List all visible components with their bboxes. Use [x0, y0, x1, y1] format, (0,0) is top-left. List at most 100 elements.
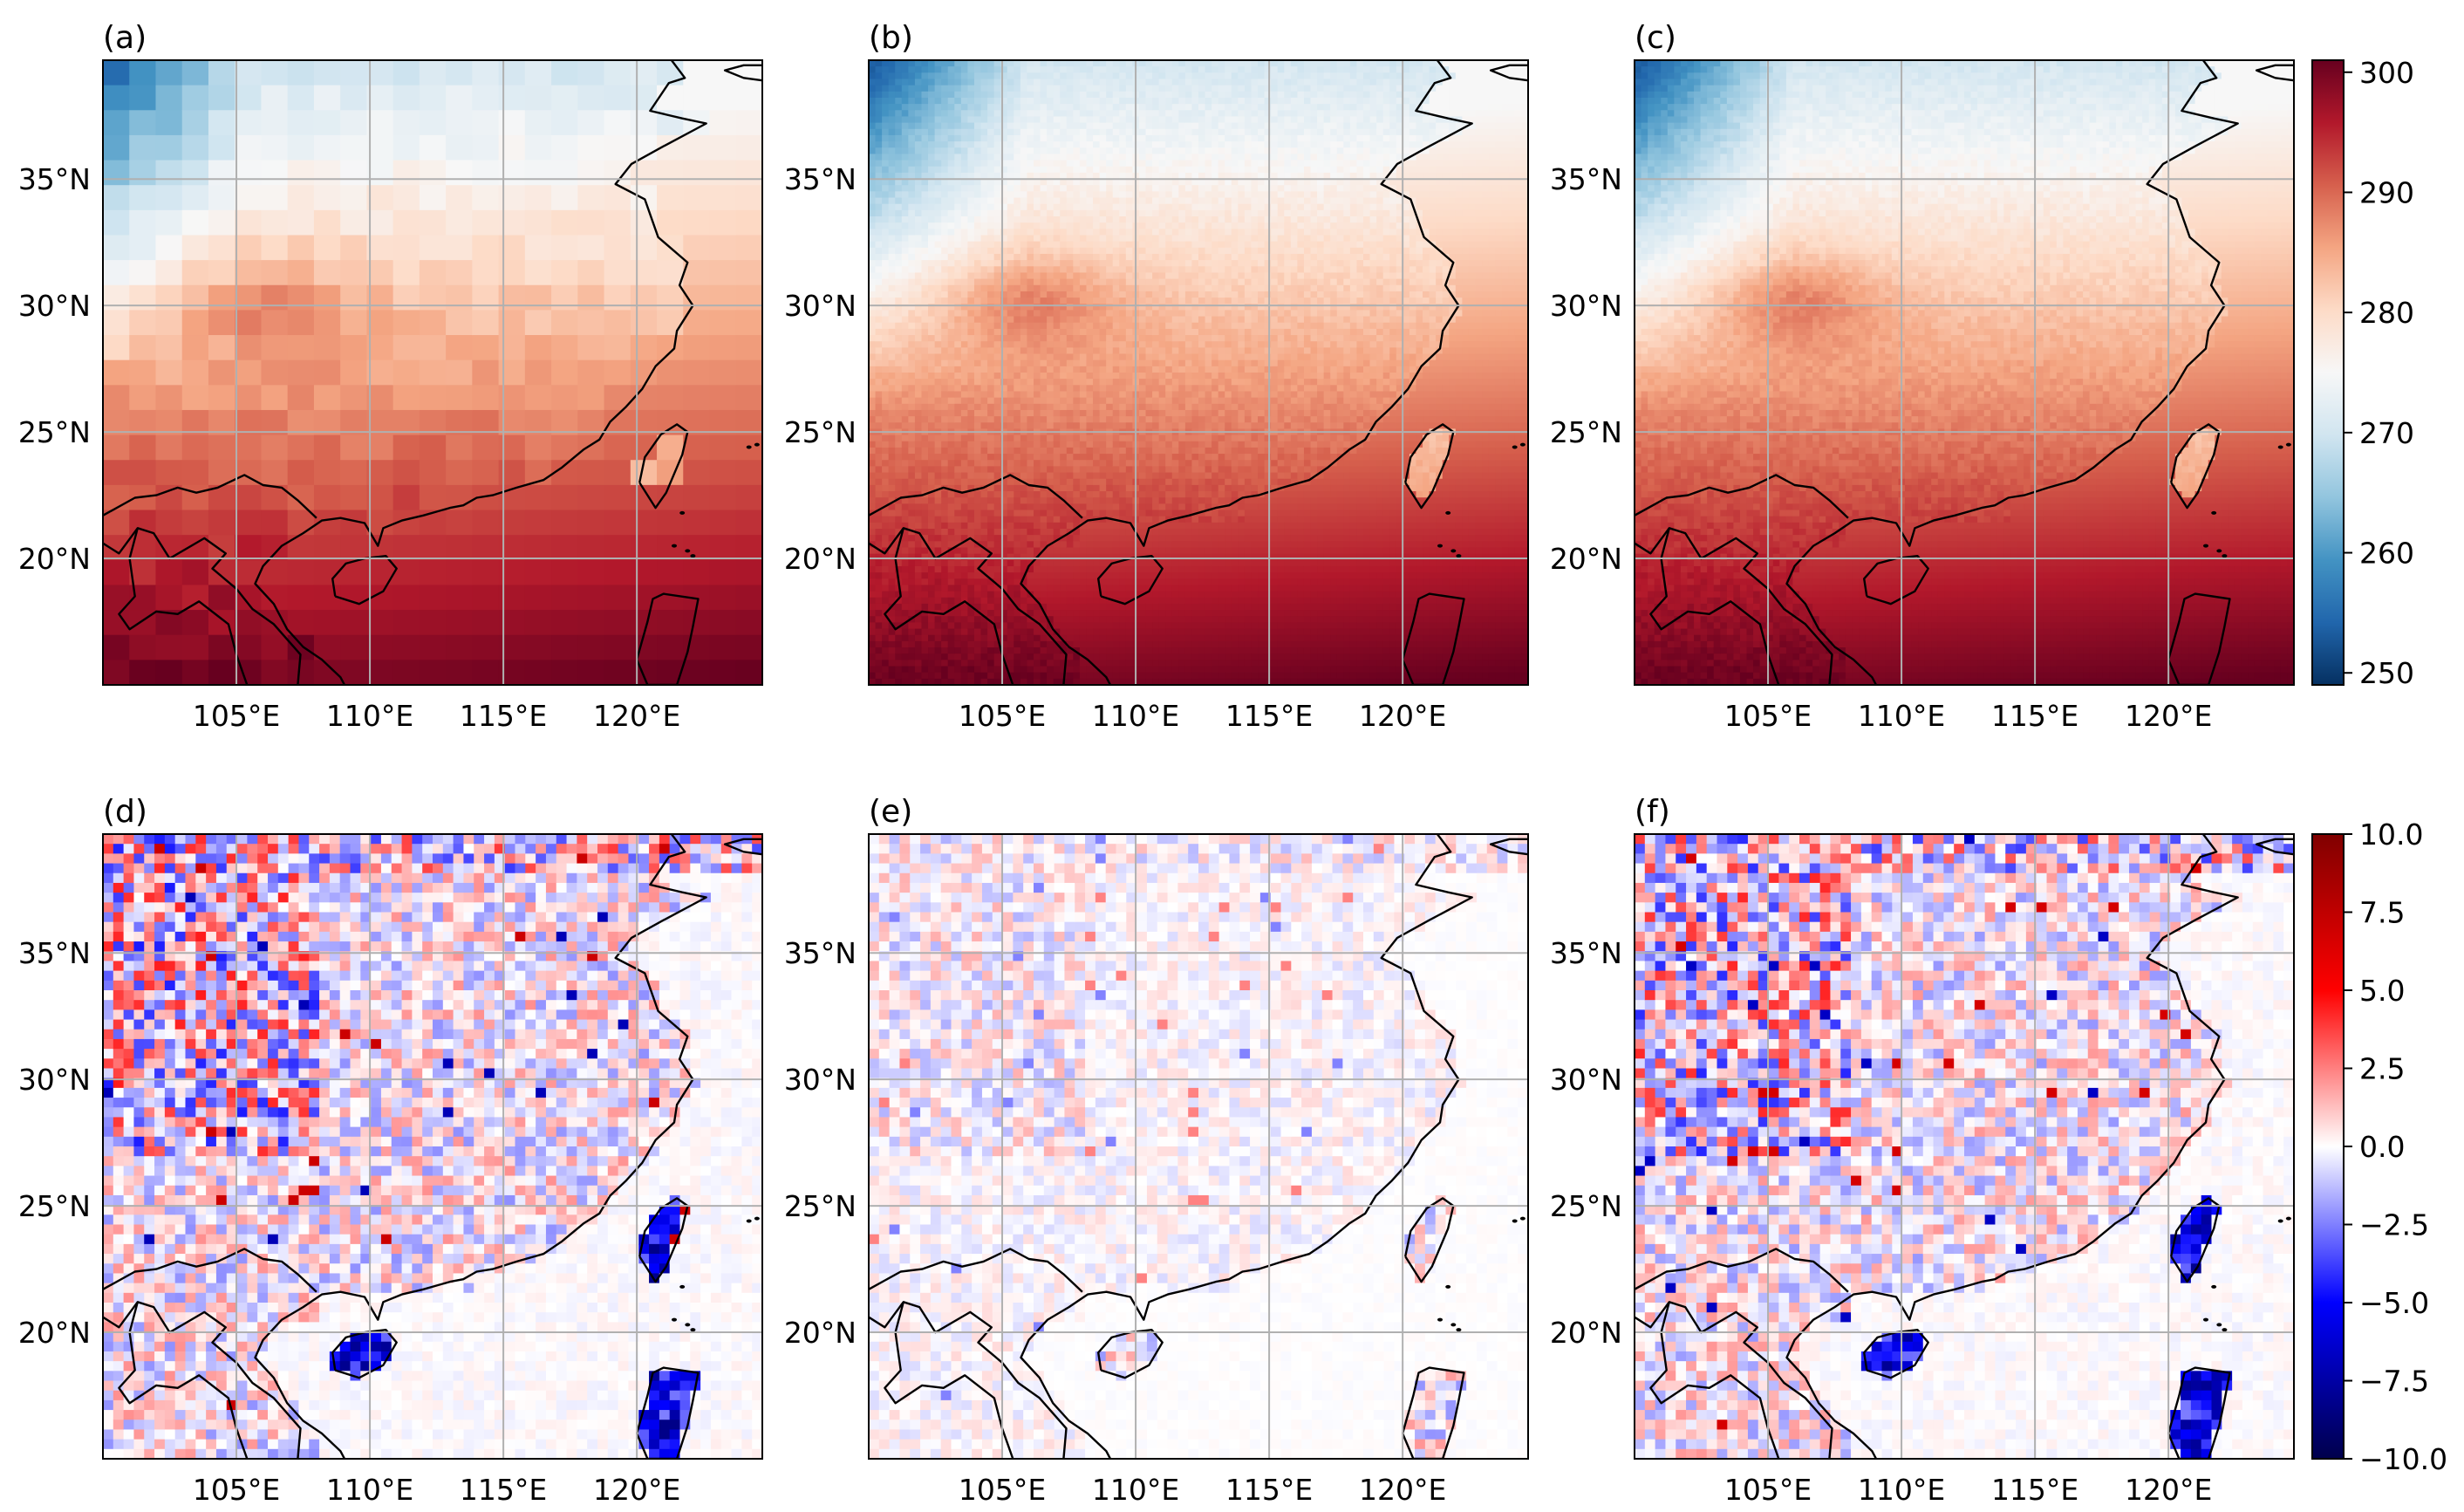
lon-tick-label: 120°E — [2125, 1473, 2212, 1507]
lon-tick-label: 105°E — [1724, 1473, 1812, 1507]
lat-tick-label: 20°N — [784, 1316, 857, 1350]
lat-tick-label: 20°N — [18, 1316, 91, 1350]
country-border — [869, 527, 1068, 685]
lon-tick-label: 120°E — [593, 1473, 680, 1507]
lat-tick-label: 30°N — [18, 1063, 91, 1097]
colorbar-tick-label: 250 — [2359, 656, 2414, 690]
luzon-coastline — [635, 592, 700, 685]
colorbar-tick-label: −10.0 — [2359, 1442, 2447, 1476]
korea-coastline — [723, 64, 762, 82]
islet — [2285, 1216, 2291, 1221]
lon-tick-label: 110°E — [1858, 1473, 1945, 1507]
lon-tick-label: 105°E — [193, 1473, 280, 1507]
islet — [754, 442, 760, 447]
coastline — [254, 60, 707, 685]
islet — [690, 554, 696, 558]
lat-tick-label: 25°N — [18, 415, 91, 449]
islet — [1512, 445, 1518, 449]
islet — [2277, 445, 2283, 449]
axes-frame — [102, 833, 763, 1460]
data-field — [869, 60, 1528, 685]
lat-tick-label: 35°N — [18, 936, 91, 970]
lon-tick-label: 105°E — [1724, 699, 1812, 733]
luzon-coastline — [1401, 592, 1465, 685]
axes-frame — [868, 59, 1529, 686]
map-panel-f: 105°E 110°E 115°E 120°E 35°N 30°N 25°N 20°N (f) — [1550, 794, 2295, 1507]
lat-tick-label: 20°N — [1550, 1316, 1622, 1350]
islet — [679, 510, 686, 515]
lat-tick-label: 30°N — [18, 289, 91, 323]
lon-tick-label: 105°E — [193, 699, 280, 733]
country-border — [1649, 527, 1780, 685]
country-border — [869, 474, 1083, 519]
country-border — [869, 1248, 1083, 1293]
panel-label: (a) — [103, 20, 147, 56]
panel-label: (e) — [869, 794, 912, 830]
colorbar-tick-label: −7.5 — [2359, 1365, 2429, 1399]
hainan-coastline — [1097, 555, 1164, 605]
colorbar-ramp — [2312, 60, 2344, 685]
korea-coastline — [2255, 838, 2294, 856]
country-border — [1635, 474, 1849, 519]
lon-tick-label: 115°E — [460, 699, 547, 733]
islet — [1445, 510, 1451, 515]
islet — [754, 1216, 760, 1221]
colorbar-ramp — [2312, 834, 2344, 1459]
islet — [2211, 1284, 2217, 1289]
data-field — [1635, 60, 2294, 685]
panel-label: (f) — [1635, 794, 1670, 830]
country-border — [884, 1301, 1014, 1459]
islet — [2216, 549, 2222, 553]
country-border — [103, 1301, 302, 1459]
coastline — [1020, 834, 1473, 1459]
lon-tick-label: 110°E — [1092, 699, 1179, 733]
country-border — [1635, 1248, 1849, 1293]
islet — [679, 1284, 686, 1289]
country-border — [103, 527, 302, 685]
colorbar-difference: 10.0 7.5 5.0 2.5 0.0 −2.5 −5.0 −7.5 −10.0 — [2311, 818, 2447, 1476]
lon-tick-label: 110°E — [326, 1473, 413, 1507]
colorbar-tick-label: 260 — [2359, 537, 2414, 571]
lon-tick-label: 115°E — [1225, 699, 1313, 733]
map-panel-e: 105°E 110°E 115°E 120°E 35°N 30°N 25°N 20°N (e) — [784, 794, 1529, 1507]
lon-tick-label: 105°E — [959, 1473, 1046, 1507]
map-panel-d: 105°E 110°E 115°E 120°E 35°N 30°N 25°N 20°N (d) — [18, 794, 763, 1507]
hainan-coastline — [1863, 555, 1929, 605]
korea-coastline — [1489, 64, 1528, 82]
lat-tick-label: 20°N — [784, 542, 857, 576]
lon-tick-label: 120°E — [2125, 699, 2212, 733]
country-border — [869, 1301, 1068, 1459]
country-border — [1635, 1301, 1833, 1459]
lon-tick-label: 115°E — [460, 1473, 547, 1507]
islet — [2202, 544, 2208, 548]
country-border — [884, 527, 1014, 685]
lon-tick-label: 110°E — [1092, 1473, 1179, 1507]
islet — [1450, 1323, 1457, 1327]
panel-label: (c) — [1635, 20, 1676, 56]
country-border — [118, 1301, 249, 1459]
lat-tick-label: 35°N — [784, 162, 857, 196]
colorbar-tick-label: 2.5 — [2359, 1052, 2405, 1086]
data-field — [103, 60, 762, 685]
lat-tick-label: 20°N — [18, 542, 91, 576]
lat-tick-label: 30°N — [784, 1063, 857, 1097]
islet — [690, 1328, 696, 1332]
islet — [671, 1317, 677, 1322]
hainan-coastline — [1097, 1329, 1164, 1379]
islet — [2285, 442, 2291, 447]
data-field — [1635, 834, 2294, 1459]
islet — [746, 1219, 752, 1223]
coastline — [1020, 60, 1473, 685]
lat-tick-label: 25°N — [18, 1189, 91, 1223]
lat-tick-label: 25°N — [1550, 415, 1622, 449]
colorbar-tick-label: 7.5 — [2359, 896, 2405, 930]
islet — [685, 549, 691, 553]
luzon-coastline — [2167, 1366, 2231, 1459]
data-field — [869, 834, 1528, 1459]
islet — [1445, 1284, 1451, 1289]
islet — [1437, 544, 1443, 548]
colorbar-frame — [2311, 59, 2345, 686]
lat-tick-label: 30°N — [1550, 289, 1622, 323]
lon-tick-label: 120°E — [1359, 1473, 1446, 1507]
luzon-coastline — [2167, 592, 2231, 685]
